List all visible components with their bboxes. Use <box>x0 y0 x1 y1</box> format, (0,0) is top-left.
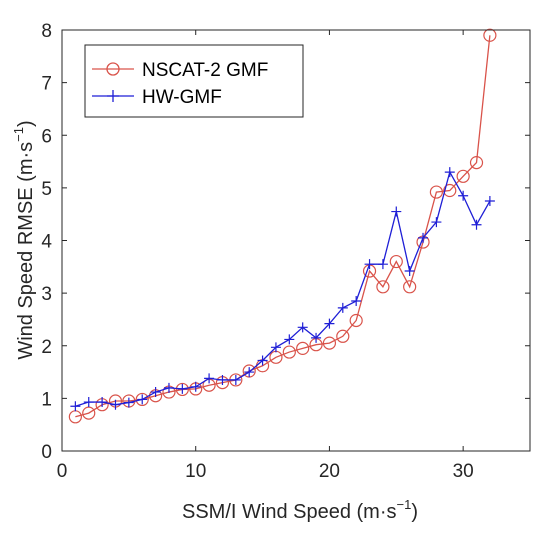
data-point-hw <box>70 401 81 412</box>
y-axis-label-text: Wind Speed RMSE (m·s <box>15 142 37 360</box>
y-tick-label: 5 <box>41 179 52 200</box>
y-tick-label: 8 <box>41 21 52 42</box>
data-point-hw <box>123 397 134 408</box>
data-point-hw <box>297 322 308 333</box>
x-axis-label-sup: −1 <box>397 497 412 512</box>
data-point-hw <box>431 217 442 228</box>
data-point-hw <box>364 259 375 270</box>
data-point-nscat <box>456 169 470 183</box>
data-point-hw <box>204 373 215 384</box>
x-tick-label: 0 <box>57 461 68 482</box>
data-point-hw <box>270 342 281 353</box>
legend-marker-hw <box>107 90 119 102</box>
data-point-hw <box>471 219 482 230</box>
data-point-nscat <box>322 336 337 350</box>
data-point-hw <box>351 296 362 307</box>
legend-box <box>84 44 304 118</box>
y-axis-label-sup: −1 <box>11 127 26 142</box>
data-point-nscat <box>336 329 350 343</box>
y-tick-label: 4 <box>41 232 52 253</box>
data-point-hw <box>257 355 268 366</box>
y-tick-label: 7 <box>41 74 52 95</box>
data-point-hw <box>163 382 174 393</box>
x-axis-label-text: SSM/I Wind Speed (m·s <box>182 501 397 523</box>
data-point-nscat <box>429 185 443 199</box>
x-tick-label: 10 <box>185 461 206 482</box>
y-tick-label: 3 <box>41 284 52 305</box>
data-point-hw <box>244 367 255 378</box>
data-point-nscat <box>349 313 363 328</box>
legend: NSCAT-2 GMF HW-GMF <box>84 44 304 118</box>
data-point-hw <box>284 334 295 345</box>
data-point-hw <box>391 206 402 217</box>
data-point-nscat <box>389 254 403 269</box>
data-point-hw <box>137 394 148 405</box>
data-point-nscat <box>82 406 96 420</box>
axes-layer: 0 10 20 30 0 1 2 3 4 5 6 7 8 <box>41 21 531 482</box>
data-point-hw <box>217 374 228 385</box>
data-point-nscat <box>469 156 484 170</box>
data-point-nscat <box>135 392 149 407</box>
data-point-nscat <box>296 341 310 355</box>
data-point-hw <box>444 167 455 178</box>
data-point-hw <box>324 318 335 329</box>
data-point-nscat <box>443 183 457 198</box>
series-layer <box>68 28 497 424</box>
data-point-nscat <box>282 345 296 359</box>
data-point-hw <box>177 383 188 394</box>
legend-label-nscat: NSCAT-2 GMF <box>142 60 268 81</box>
data-point-nscat <box>403 280 417 294</box>
data-point-nscat <box>175 382 189 397</box>
y-axis-label: Wind Speed RMSE (m·s−1) <box>11 120 37 359</box>
data-point-hw <box>337 302 348 313</box>
data-point-hw <box>83 397 94 408</box>
series-line-hw <box>75 170 491 407</box>
x-tick-label: 30 <box>453 461 474 482</box>
x-axis-label-end: ) <box>411 501 418 523</box>
legend-label-hw: HW-GMF <box>142 87 222 108</box>
data-point-hw <box>418 232 429 243</box>
data-point-nscat <box>483 28 497 42</box>
data-point-hw <box>97 397 108 408</box>
y-tick-label: 2 <box>41 337 52 358</box>
data-point-hw <box>377 259 388 270</box>
legend-marker-nscat <box>106 62 120 76</box>
y-tick-label: 6 <box>41 126 52 147</box>
y-axis-label-end: ) <box>15 120 37 127</box>
data-point-nscat <box>376 280 390 294</box>
x-axis-label: SSM/I Wind Speed (m·s−1) <box>182 497 418 523</box>
data-point-hw <box>150 387 161 398</box>
data-point-hw <box>190 381 201 392</box>
data-point-hw <box>230 374 241 385</box>
data-point-hw <box>404 266 415 277</box>
y-tick-label: 0 <box>41 442 52 463</box>
data-point-hw <box>110 399 121 410</box>
y-tick-label: 1 <box>41 389 52 410</box>
data-point-hw <box>311 332 322 343</box>
x-tick-label: 20 <box>319 461 340 482</box>
data-point-hw <box>458 190 469 201</box>
data-point-hw <box>484 196 495 207</box>
